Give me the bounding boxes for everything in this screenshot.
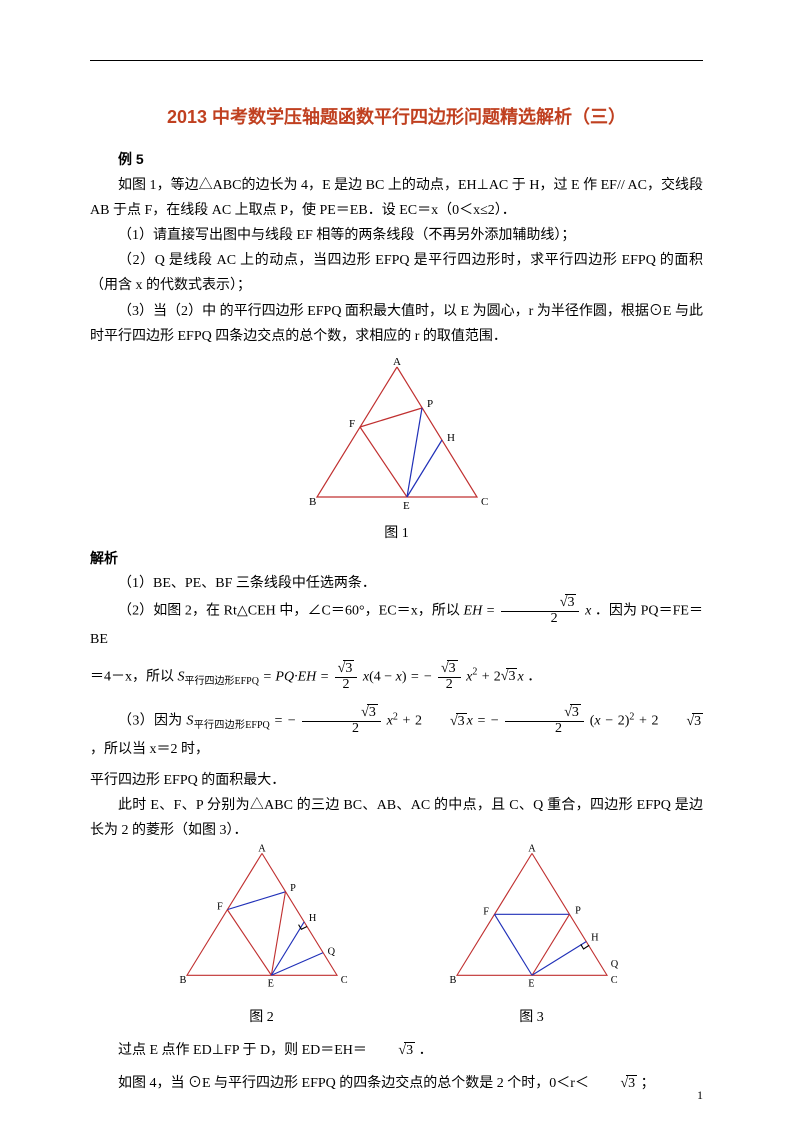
figure-2-3-row: A B C E F P H Q 图 2: [90, 844, 703, 1030]
figure-2-caption: 图 2: [167, 1005, 357, 1030]
problem-question-2: （2）Q 是线段 AC 上的动点，当四边形 EFPQ 是平行四边形时，求平行四边…: [90, 248, 703, 298]
svg-text:C: C: [610, 974, 617, 985]
svg-text:H: H: [308, 912, 316, 923]
svg-text:E: E: [267, 978, 273, 989]
svg-text:A: A: [528, 844, 536, 855]
figure-1-caption: 图 1: [90, 521, 703, 546]
analysis-4: 过点 E 点作 ED⊥FP 于 D，则 ED＝EH＝ √3 ．: [90, 1038, 703, 1063]
analysis-3-pre: （3）因为: [118, 714, 183, 729]
analysis-1: （1）BE、PE、BF 三条线段中任选两条．: [90, 571, 703, 596]
svg-text:H: H: [591, 932, 599, 943]
problem-question-3: （3）当（2）中 的平行四边形 EFPQ 面积最大值时，以 E 为圆心，r 为半…: [90, 299, 703, 349]
svg-text:Q: Q: [610, 958, 618, 969]
svg-text:C: C: [481, 496, 488, 508]
analysis-5-end: ；: [641, 1076, 655, 1091]
s-subscript-1: 平行四边形EFPQ: [185, 676, 259, 687]
analysis-2-line2-pre: ＝4－x，所以: [90, 669, 174, 684]
analysis-4-pre: 过点 E 点作 ED⊥FP 于 D，则 ED＝EH＝: [118, 1043, 367, 1058]
analysis-4-end: ．: [419, 1043, 433, 1058]
document-title: 2013 中考数学压轴题函数平行四边形问题精选解析（三）: [90, 101, 703, 133]
analysis-2-end: ．: [527, 669, 541, 684]
svg-text:B: B: [449, 974, 456, 985]
figure-1: A B C E F P H: [90, 357, 703, 517]
svg-text:B: B: [179, 974, 186, 985]
svg-text:H: H: [447, 432, 455, 444]
svg-text:P: P: [427, 398, 433, 410]
header-rule: [90, 60, 703, 61]
svg-text:E: E: [528, 978, 534, 989]
figure-3-caption: 图 3: [437, 1005, 627, 1030]
analysis-3-conclusion: 平行四边形 EFPQ 的面积最大．: [90, 768, 703, 793]
page-number: 1: [697, 1085, 703, 1107]
svg-text:C: C: [340, 974, 347, 985]
svg-text:P: P: [575, 905, 581, 916]
analysis-5: 如图 4，当 ⊙E 与平行四边形 EFPQ 的四条边交点的总个数是 2 个时，0…: [90, 1071, 703, 1096]
svg-text:A: A: [393, 357, 401, 368]
problem-question-1: （1）请直接写出图中与线段 EF 相等的两条线段（不再另外添加辅助线）；: [90, 223, 703, 248]
analysis-2-line2: ＝4－x，所以 S平行四边形EFPQ = PQ·EH = √32 x(4 − x…: [90, 662, 703, 692]
svg-text:B: B: [309, 496, 316, 508]
analysis-2-pre: （2）如图 2，在 Rt△CEH 中，∠C＝60°，EC＝x，所以: [118, 604, 460, 619]
analysis-3-post: ，所以当 x＝2 时，: [90, 742, 209, 757]
svg-text:F: F: [349, 418, 355, 430]
analysis-2-line1: （2）如图 2，在 Rt△CEH 中，∠C＝60°，EC＝x，所以 EH = √…: [90, 596, 703, 652]
svg-text:Q: Q: [327, 946, 335, 957]
analysis-3-line1: （3）因为 S平行四边形EFPQ = − √32 x2 + 2√3x = − √…: [90, 706, 703, 762]
analysis-3-p2: 此时 E、F、P 分别为△ABC 的三边 BC、AB、AC 的中点，且 C、Q …: [90, 793, 703, 843]
analysis-5-pre: 如图 4，当 ⊙E 与平行四边形 EFPQ 的四条边交点的总个数是 2 个时，0…: [118, 1076, 589, 1091]
svg-text:A: A: [258, 844, 266, 855]
svg-text:F: F: [217, 901, 223, 912]
svg-text:F: F: [483, 906, 489, 917]
problem-statement-p1: 如图 1，等边△ABC的边长为 4，E 是边 BC 上的动点，EH⊥AC 于 H…: [90, 173, 703, 223]
svg-text:P: P: [290, 882, 296, 893]
s-subscript-2: 平行四边形EFPQ: [193, 721, 269, 732]
example-label: 例 5: [90, 147, 703, 172]
svg-text:E: E: [403, 500, 410, 512]
analysis-heading: 解析: [90, 546, 703, 571]
